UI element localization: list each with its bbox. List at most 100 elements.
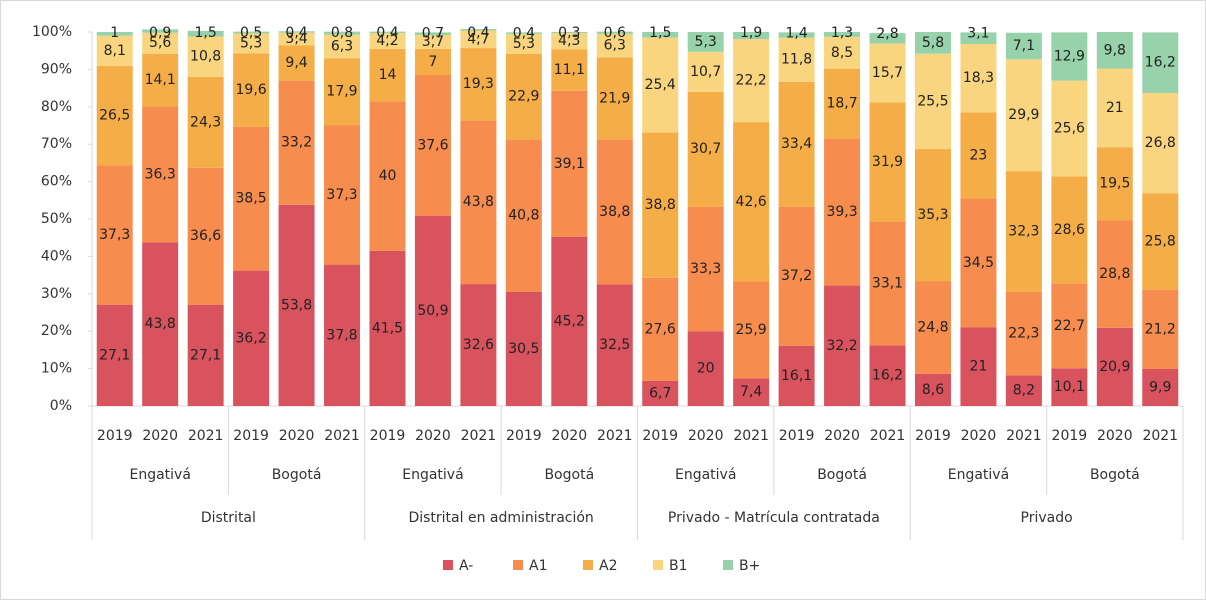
legend-swatch [513,560,523,570]
x-tick-label: 2021 [324,428,360,444]
data-label: 5,3 [695,34,717,50]
bar-segment [96,66,133,166]
data-label: 4,7 [467,31,489,47]
data-label: 43,8 [463,194,494,210]
bar-segment [642,380,679,406]
y-tick-label: 30% [41,286,72,302]
data-label: 0,5 [240,25,262,41]
bar-segment [369,31,406,34]
data-label: 19,3 [463,76,494,92]
bar-segment [233,33,270,54]
bar-segment [414,215,451,406]
data-label: 32,2 [826,338,857,354]
data-label: 22,2 [736,73,767,89]
data-label: 33,1 [872,276,903,292]
data-label: 32,6 [463,337,494,353]
data-label: 4,2 [376,33,398,49]
data-label: 9,4 [285,55,307,71]
data-label: 37,3 [326,187,357,203]
legend-swatch [723,560,733,570]
bar-segment [505,33,542,54]
data-label: 0,3 [558,25,580,41]
bar-segment [505,139,542,292]
bar-segment [551,90,588,237]
bar-segment [460,284,497,406]
data-label: 27,6 [645,321,676,337]
bar-segment [1051,32,1088,81]
group-label: Distrital [201,510,256,526]
bar-segment [187,76,224,168]
bar-segment [142,29,179,33]
bar-segment [278,32,315,46]
bar-segment [187,167,224,305]
data-label: 16,2 [872,368,903,384]
data-label: 1,5 [195,25,217,41]
bar-segment [778,81,815,207]
bar-segment [1051,80,1088,177]
bar-segment [960,198,997,328]
bar-segment [824,285,861,406]
data-label: 37,2 [781,268,812,284]
data-label: 20 [697,361,715,377]
data-label: 21,9 [599,90,630,106]
bar-segment [1005,32,1042,60]
bar-segment [778,37,815,82]
bar-segment [324,31,361,35]
data-label: 40 [379,168,397,184]
bar-segment [1005,375,1042,406]
data-label: 31,9 [872,154,903,170]
data-label: 4,3 [558,33,580,49]
x-tick-label: 2019 [779,428,815,444]
bar-segment [414,48,451,76]
data-label: 50,9 [417,303,448,319]
data-label: 24,3 [190,114,221,130]
data-label: 34,5 [963,255,994,271]
data-label: 0,7 [422,25,444,41]
data-label: 41,5 [372,320,403,336]
data-label: 25,6 [1054,120,1085,136]
data-label: 36,6 [190,228,221,244]
bar-segment [914,149,951,282]
bar-segment [687,32,724,52]
data-label: 0,4 [285,25,307,41]
data-label: 15,7 [872,65,903,81]
bar-segment [460,48,497,121]
legend-label: B1 [669,558,688,574]
x-tick-label: 2020 [279,428,315,444]
bar-segment [1142,368,1179,406]
bar-segment [414,75,451,216]
data-label: 22,7 [1054,318,1085,334]
data-label: 1,9 [740,25,762,41]
subgroup-label: Engativá [948,467,1009,483]
y-tick-label: 100% [32,24,72,40]
subgroup-label: Bogotá [1090,467,1140,483]
bar-segment [687,206,724,332]
bar-segment [869,345,906,406]
data-label: 1,4 [785,25,807,41]
x-tick-label: 2020 [961,428,997,444]
bar-segment [642,37,679,133]
bar-segment [324,264,361,406]
data-label: 3,4 [285,31,307,47]
bar-segment [551,32,588,34]
x-tick-label: 2019 [915,428,951,444]
data-label: 11,8 [781,52,812,68]
data-label: 14,1 [145,72,176,88]
bar-segment [642,132,679,278]
data-label: 26,8 [1145,135,1176,151]
group-label: Privado [1021,510,1073,526]
y-tick-label: 20% [41,323,72,339]
bar-segment [233,270,270,406]
bar-segment [187,304,224,406]
bar-segment [596,57,633,140]
data-label: 16,2 [1145,55,1176,71]
bar-segment [824,68,861,139]
data-label: 7,4 [740,384,762,400]
data-label: 14 [379,67,397,83]
bar-segment [687,91,724,207]
bar-segment [278,80,315,205]
data-label: 0,8 [331,25,353,41]
group-label: Distrital en administración [408,510,593,526]
data-label: 33,2 [281,135,312,151]
bar-segment [96,304,133,406]
